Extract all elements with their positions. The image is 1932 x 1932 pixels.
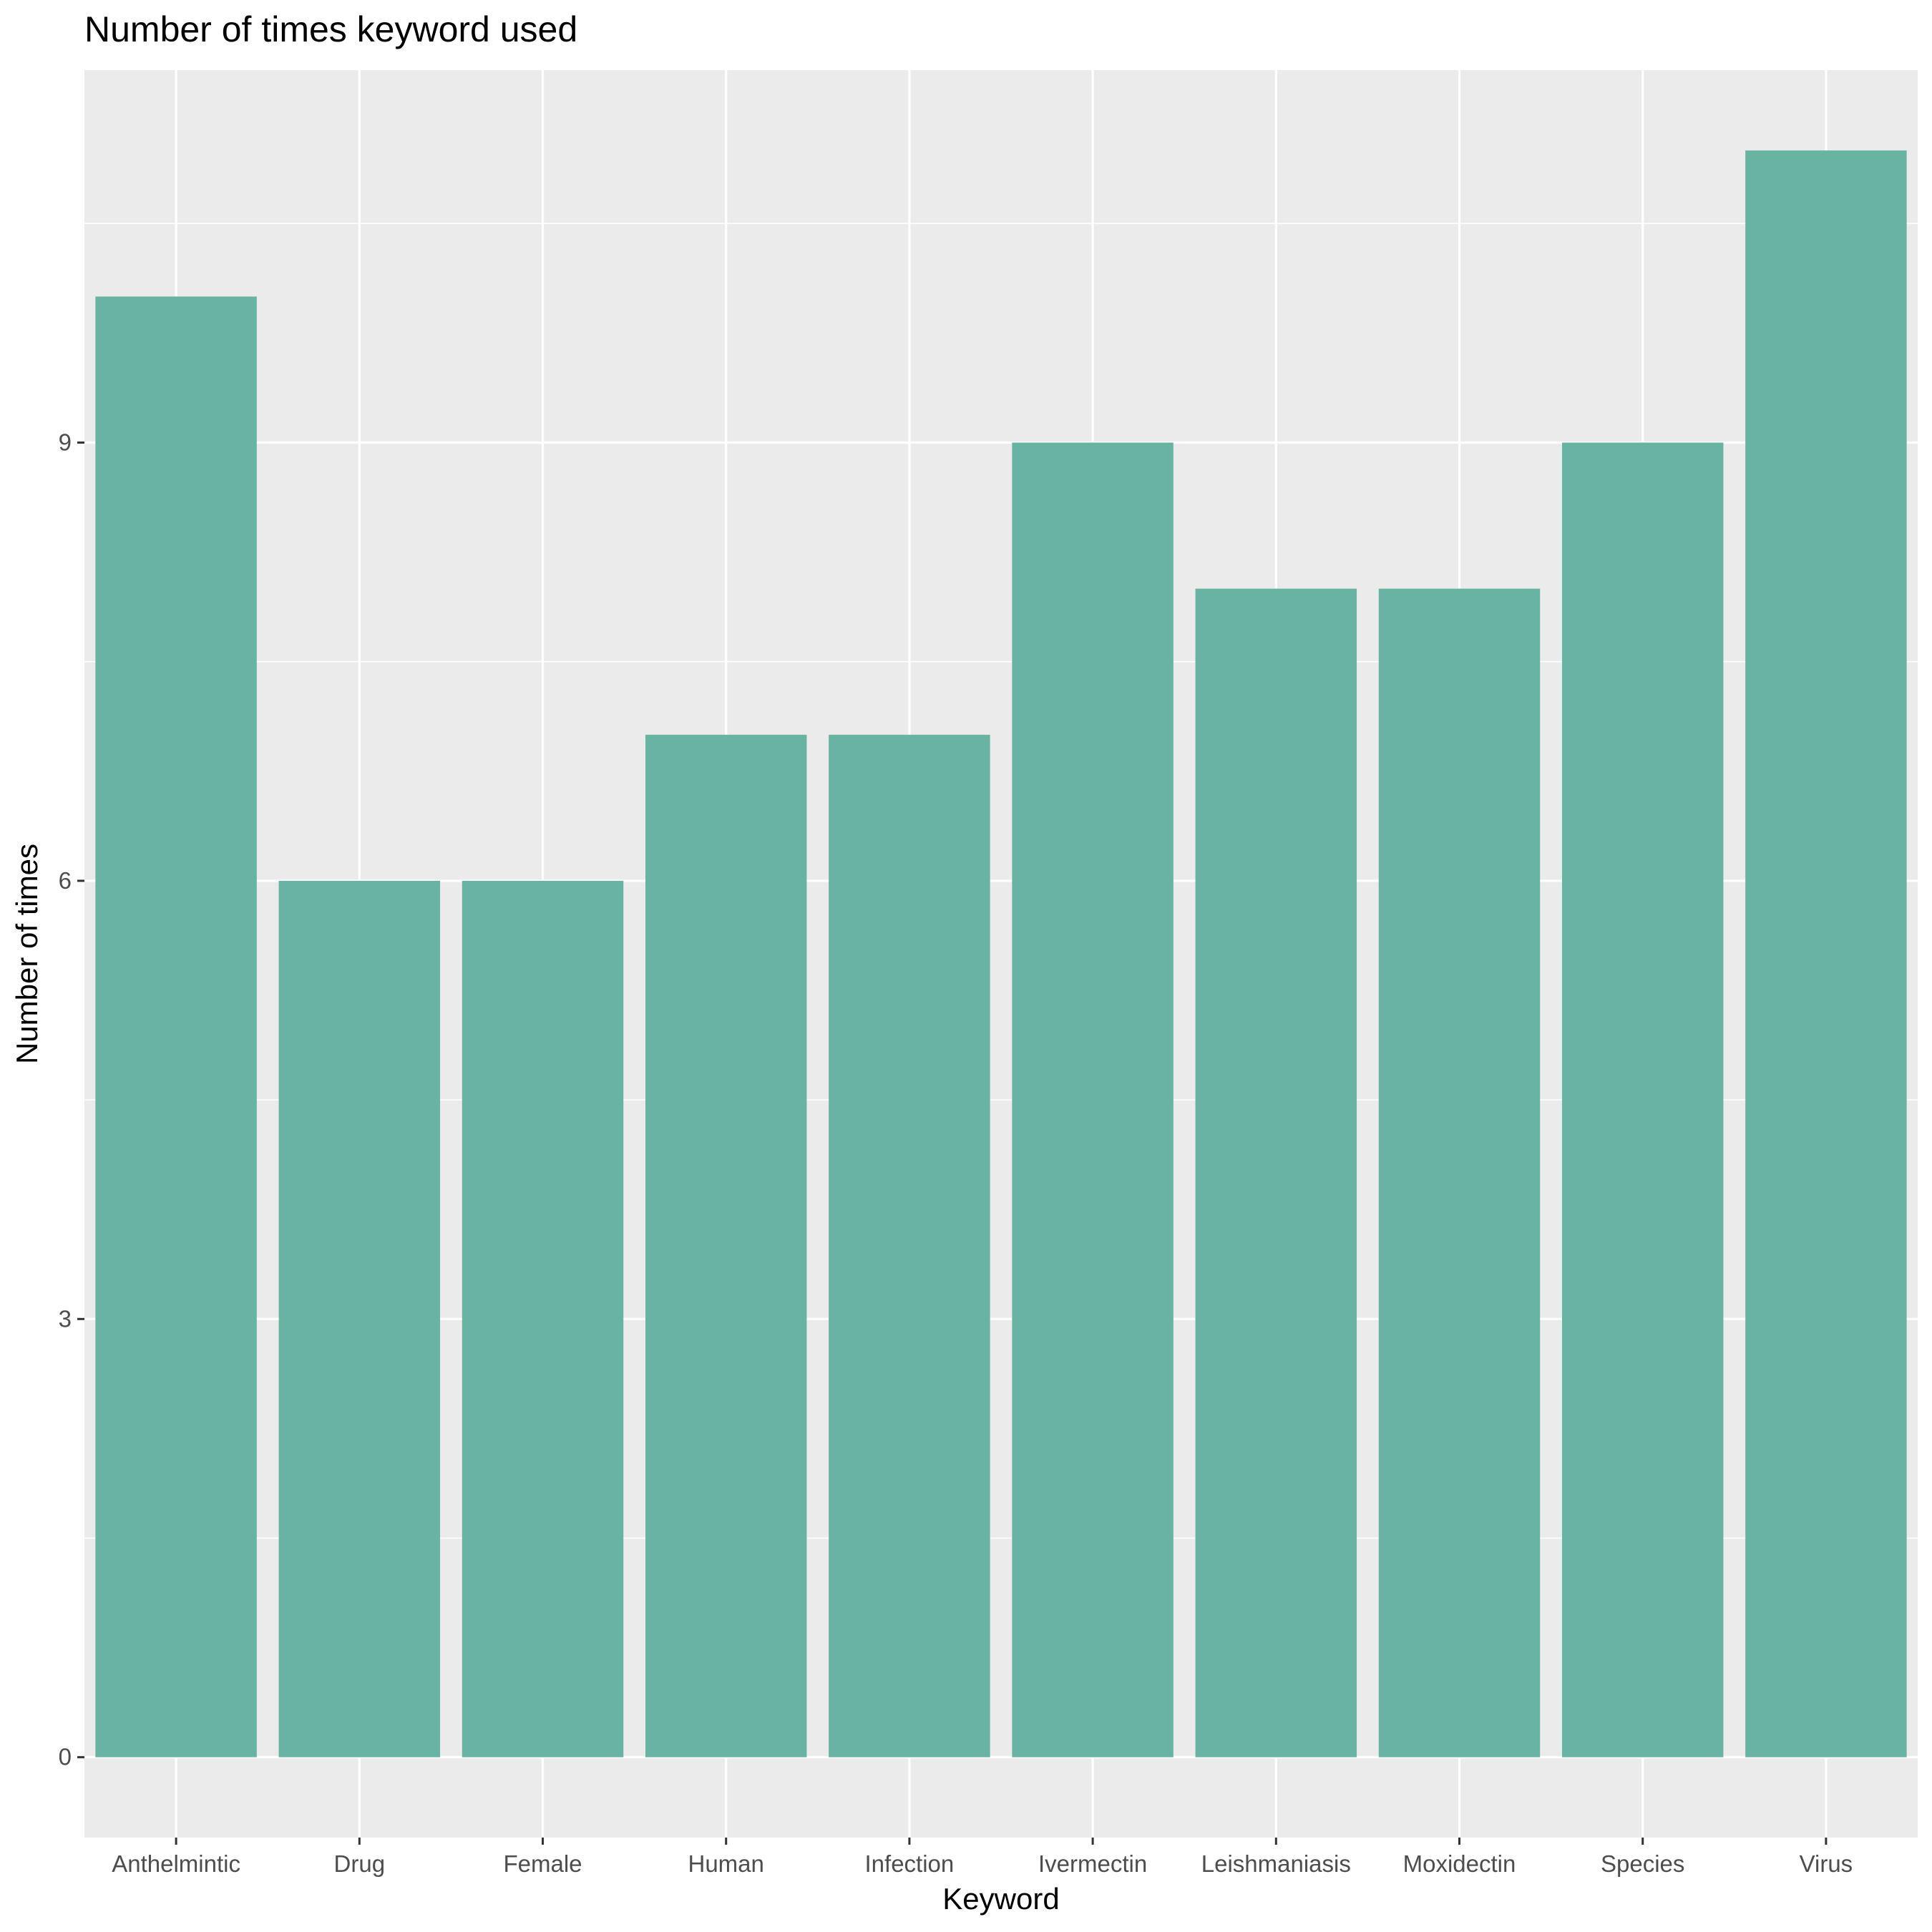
x-tick-label: Drug [334, 1850, 386, 1877]
y-tick-label: 3 [59, 1305, 72, 1332]
x-tick-label: Virus [1800, 1850, 1853, 1877]
y-tick-label: 0 [59, 1744, 72, 1770]
bar [462, 880, 624, 1757]
x-axis-ticks: Anthelmintic Drug Female Human Infection Iver… [112, 1838, 1853, 1877]
x-tick-label: Infection [865, 1850, 955, 1877]
chart-title: Number of times keyword used [84, 9, 577, 49]
bar [1745, 150, 1907, 1757]
bar [1561, 442, 1724, 1757]
x-tick-label: Female [503, 1850, 582, 1877]
x-tick-label: Ivermectin [1038, 1850, 1147, 1877]
y-axis-title: Number of times [10, 844, 44, 1064]
y-tick-label: 6 [59, 867, 72, 894]
bar [95, 296, 257, 1757]
bar [1195, 588, 1357, 1757]
bar [1012, 442, 1174, 1757]
bar [829, 734, 990, 1757]
x-tick-label: Anthelmintic [112, 1850, 240, 1877]
y-tick-label: 9 [59, 429, 72, 456]
x-axis-title: Keyword [942, 1882, 1059, 1916]
y-axis-ticks: 0 3 6 9 [59, 429, 84, 1770]
x-tick-label: Species [1601, 1850, 1684, 1877]
x-tick-label: Moxidectin [1403, 1850, 1516, 1877]
bar [645, 734, 807, 1757]
x-tick-label: Human [688, 1850, 764, 1877]
bars [95, 150, 1907, 1757]
x-tick-label: Leishmaniasis [1201, 1850, 1351, 1877]
bar [278, 880, 441, 1757]
bar [1378, 588, 1541, 1757]
